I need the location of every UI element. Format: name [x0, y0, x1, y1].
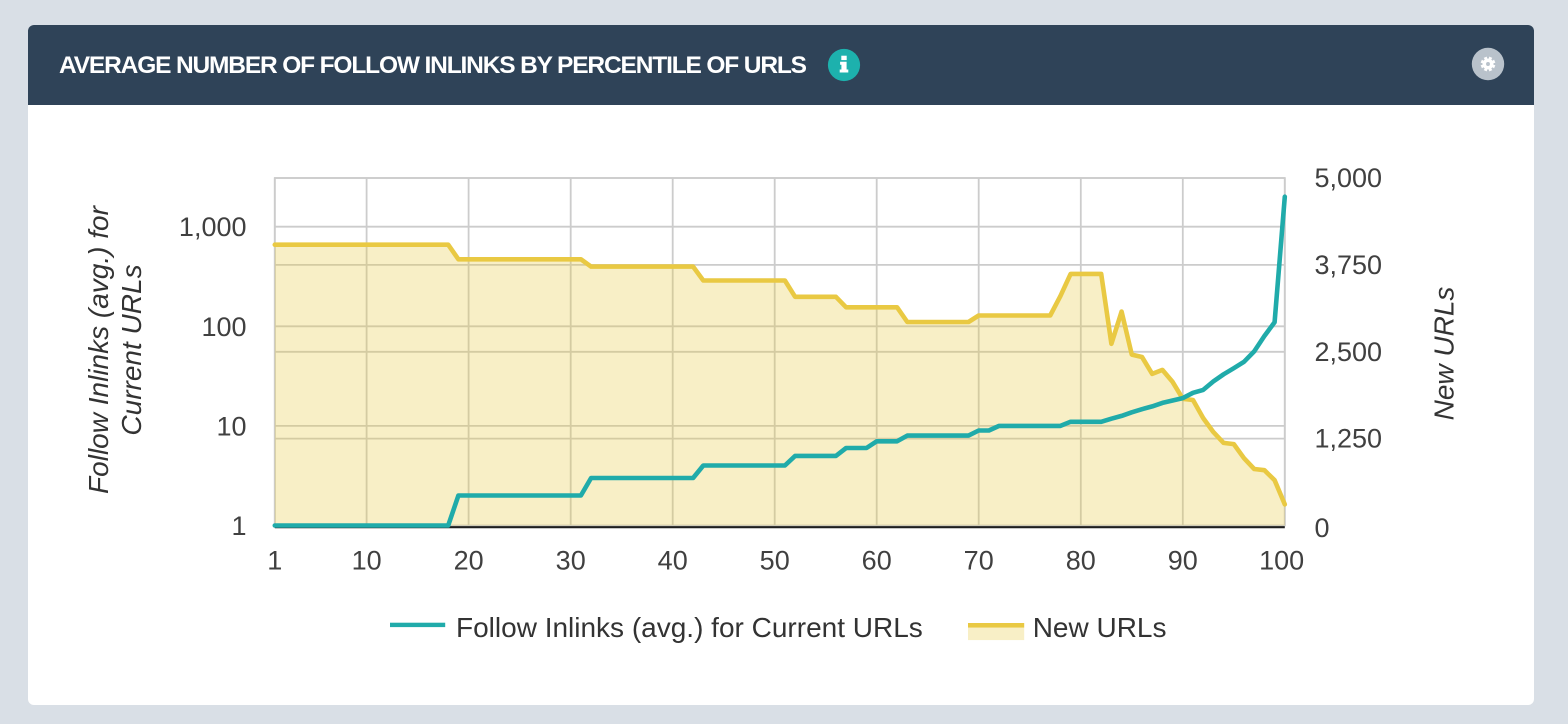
svg-text:80: 80: [1066, 546, 1096, 576]
svg-text:2,500: 2,500: [1315, 337, 1383, 367]
svg-text:100: 100: [1259, 546, 1304, 576]
svg-text:10: 10: [352, 546, 382, 576]
svg-text:40: 40: [658, 546, 688, 576]
svg-text:1: 1: [267, 546, 282, 576]
svg-text:10: 10: [216, 411, 246, 441]
svg-text:70: 70: [964, 546, 994, 576]
svg-text:50: 50: [760, 546, 790, 576]
svg-text:5,000: 5,000: [1315, 163, 1383, 193]
svg-text:1: 1: [231, 511, 246, 541]
svg-text:1,000: 1,000: [179, 212, 247, 242]
svg-text:90: 90: [1168, 546, 1198, 576]
svg-text:100: 100: [201, 312, 246, 342]
svg-text:20: 20: [454, 546, 484, 576]
svg-text:30: 30: [556, 546, 586, 576]
svg-text:3,750: 3,750: [1315, 250, 1383, 280]
svg-text:1,250: 1,250: [1315, 424, 1383, 454]
svg-text:60: 60: [862, 546, 892, 576]
svg-text:0: 0: [1315, 513, 1330, 543]
